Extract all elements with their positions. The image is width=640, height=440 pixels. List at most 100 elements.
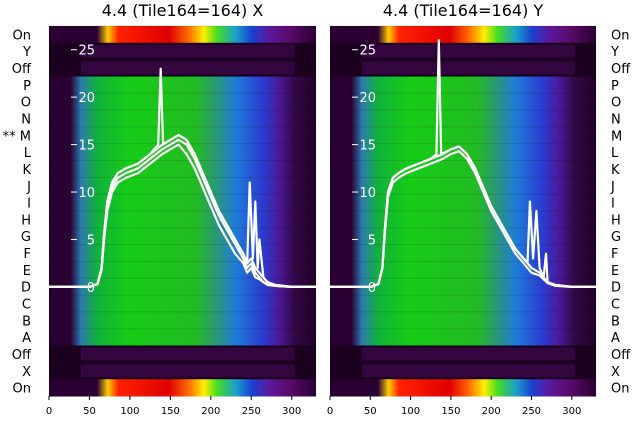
x-tick-label: 200 [482, 406, 501, 417]
row-label: P [23, 79, 31, 94]
row-label: Y [610, 45, 619, 60]
row-label: L [24, 146, 32, 161]
row-label: F [24, 247, 31, 262]
row-label: M [611, 129, 622, 144]
row-label: B [611, 314, 620, 329]
row-label: K [611, 163, 620, 178]
y-tick-label: 20 [359, 91, 376, 106]
heatmap-row [330, 26, 596, 44]
x-tick-label: 100 [120, 406, 139, 417]
heatmap-row [330, 311, 596, 330]
row-label: Off [12, 62, 32, 77]
heatmap-row [49, 278, 316, 296]
x-tick-label: 0 [327, 406, 333, 417]
row-label: I [611, 197, 615, 212]
x-tick-label: 300 [562, 406, 581, 417]
row-label: ** M [3, 129, 31, 144]
heatmap-row [49, 328, 316, 347]
row-label: E [23, 264, 31, 279]
x-tick-label: 250 [242, 406, 261, 417]
heatmap-row [49, 379, 316, 397]
row-label: B [22, 314, 31, 329]
y-tick-label: 10 [78, 186, 95, 201]
heatmap-row-band [81, 347, 295, 361]
heatmap-row [330, 379, 596, 397]
row-label: I [27, 197, 31, 212]
x-tick-label: 0 [46, 406, 52, 417]
heatmap-row-band [81, 364, 295, 378]
heatmap-row [330, 110, 596, 128]
y-tick-label: 5 [368, 233, 376, 248]
row-label: D [611, 281, 621, 296]
heatmap-row [330, 328, 596, 347]
x-tick-label: 200 [201, 406, 220, 417]
series-line [330, 39, 596, 288]
row-label: A [22, 331, 31, 346]
row-label: P [611, 79, 619, 94]
heatmap-row [49, 126, 316, 145]
row-label: N [21, 113, 31, 128]
row-label: J [610, 180, 615, 195]
row-label: N [611, 113, 621, 128]
row-label: F [611, 247, 618, 262]
y-tick-label: 5 [87, 233, 95, 248]
row-label: J [26, 180, 31, 195]
heatmap-row-band [361, 61, 575, 75]
row-label: On [13, 382, 31, 397]
row-label: L [611, 146, 619, 161]
row-label: G [21, 230, 31, 245]
row-label: O [611, 96, 621, 111]
row-label: Off [12, 348, 32, 363]
heatmap-row [49, 143, 316, 162]
y-tick-label: 20 [78, 91, 95, 106]
y-tick-label: 25 [359, 44, 376, 59]
row-label: G [611, 230, 621, 245]
heatmap-row [49, 244, 316, 262]
heatmap-row-band [361, 44, 575, 58]
x-tick-label: 50 [83, 406, 96, 417]
row-label: Off [611, 62, 631, 77]
heatmap-row [49, 311, 316, 330]
heatmap-row-band [361, 364, 575, 378]
row-label: On [611, 28, 629, 43]
heatmap-row [49, 211, 316, 229]
row-label: O [21, 96, 31, 111]
chart-title: 4.4 (Tile164=164) X [102, 1, 264, 20]
heatmap-row [330, 160, 596, 178]
heatmap-row [49, 110, 316, 128]
heatmap-row [330, 76, 596, 94]
row-label: X [22, 365, 31, 380]
heatmap-row [330, 261, 596, 279]
heatmap-row [330, 143, 596, 162]
series-line [49, 67, 316, 288]
row-label: E [611, 264, 619, 279]
heatmap-row [330, 211, 596, 229]
row-label: X [611, 365, 620, 380]
row-label: H [21, 213, 31, 228]
heatmap-row [330, 93, 596, 111]
heatmap-row [330, 177, 596, 195]
y-tick-label: 25 [78, 44, 95, 59]
row-label: K [22, 163, 31, 178]
x-tick-label: 100 [401, 406, 420, 417]
x-tick-label: 50 [364, 406, 377, 417]
row-label: C [22, 298, 31, 313]
y-tick-label: 10 [359, 186, 376, 201]
heatmap-row [49, 261, 316, 279]
x-tick-label: 250 [522, 406, 541, 417]
heatmap-row [49, 93, 316, 111]
row-label: On [13, 28, 31, 43]
heatmap-row [330, 126, 596, 145]
row-label: C [611, 298, 620, 313]
y-tick-label: 0 [87, 281, 95, 296]
row-label: Y [22, 45, 31, 60]
row-label: D [21, 281, 31, 296]
heatmap-row [330, 278, 596, 296]
row-label: Off [611, 348, 631, 363]
heatmap-row-band [361, 347, 575, 361]
heatmap-row [49, 295, 316, 313]
